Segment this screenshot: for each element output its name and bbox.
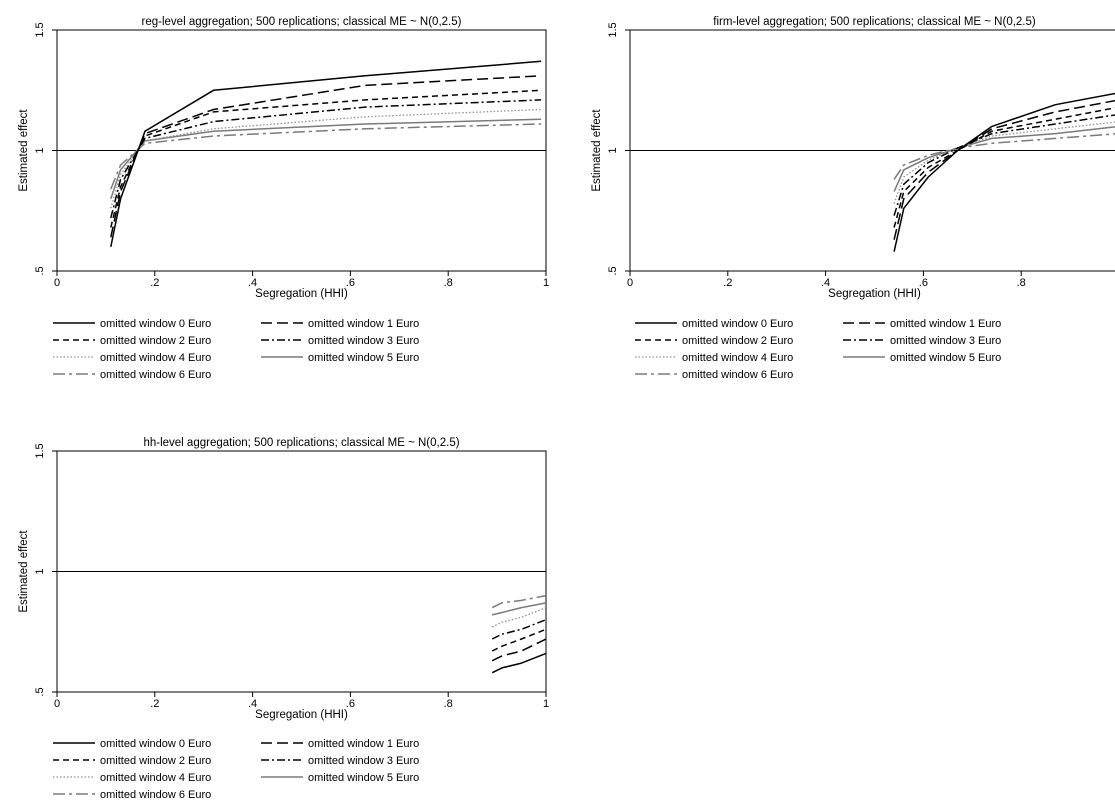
x-tick-label: 1 [543, 277, 549, 289]
series-line-1 [491, 638, 546, 662]
y-tick-label: 1.5 [34, 22, 46, 37]
x-tick-label: 0 [54, 277, 60, 289]
series-lines [491, 594, 546, 674]
legend: omitted window 0 Euro omitted window 1 Eu… [53, 738, 419, 801]
chart-panel-1: firm-level aggregation; 500 replications… [591, 16, 1115, 381]
x-tick-label: .4 [248, 698, 257, 710]
series-line-2 [491, 628, 546, 652]
legend-label-0: omitted window 0 Euro [682, 318, 793, 330]
legend-label-4: omitted window 4 Euro [682, 352, 793, 364]
series-line-5 [492, 602, 546, 616]
legend-label-2: omitted window 2 Euro [100, 335, 211, 347]
series-line-4 [491, 606, 546, 628]
legend-label-6: omitted window 6 Euro [100, 789, 211, 801]
legend-label-1: omitted window 1 Euro [890, 318, 1001, 330]
x-tick-label: .6 [919, 277, 928, 289]
x-tick-label: .8 [444, 698, 453, 710]
x-tick-label: .6 [346, 277, 355, 289]
legend-label-2: omitted window 2 Euro [100, 755, 211, 767]
y-tick-label: .5 [34, 266, 46, 275]
x-tick-label: .2 [150, 698, 159, 710]
legend-label-5: omitted window 5 Euro [308, 352, 419, 364]
chart-panel-0: reg-level aggregation; 500 replications;… [18, 16, 549, 381]
legend-label-5: omitted window 5 Euro [890, 352, 1001, 364]
series-line-1 [893, 99, 1115, 240]
legend-label-3: omitted window 3 Euro [308, 335, 419, 347]
chart-title: hh-level aggregation; 500 replications; … [143, 437, 459, 449]
series-line-6 [110, 123, 542, 190]
y-tick-label: 1.5 [34, 443, 46, 458]
series-line-5 [110, 118, 542, 199]
y-tick-label: 1 [607, 147, 619, 153]
series-lines [893, 92, 1115, 252]
legend-label-3: omitted window 3 Euro [308, 755, 419, 767]
series-line-1 [110, 75, 542, 238]
series-line-4 [893, 121, 1115, 204]
x-tick-label: 0 [627, 277, 633, 289]
y-tick-label: 1.5 [607, 22, 619, 37]
x-tick-label: .4 [821, 277, 830, 289]
series-line-0 [491, 652, 546, 674]
x-tick-label: 0 [54, 698, 60, 710]
y-axis-label: Estimated effect [18, 109, 30, 192]
series-line-6 [491, 594, 546, 609]
x-axis-label: Segregation (HHI) [255, 709, 348, 721]
legend: omitted window 0 Euro omitted window 1 Eu… [53, 318, 419, 381]
legend-label-4: omitted window 4 Euro [100, 772, 211, 784]
legend-label-6: omitted window 6 Euro [100, 369, 211, 381]
legend-label-3: omitted window 3 Euro [890, 335, 1001, 347]
series-line-2 [110, 89, 542, 228]
legend-label-0: omitted window 0 Euro [100, 738, 211, 750]
chart-panel-2: hh-level aggregation; 500 replications; … [18, 437, 549, 801]
x-tick-label: .6 [346, 698, 355, 710]
legend-label-1: omitted window 1 Euro [308, 738, 419, 750]
series-line-3 [893, 114, 1115, 216]
x-tick-label: .4 [248, 277, 257, 289]
chart-title: firm-level aggregation; 500 replications… [713, 16, 1036, 28]
x-tick-label: .8 [444, 277, 453, 289]
legend-label-5: omitted window 5 Euro [308, 772, 419, 784]
legend-label-1: omitted window 1 Euro [308, 318, 419, 330]
y-tick-label: 1 [34, 568, 46, 574]
y-tick-label: .5 [607, 266, 619, 275]
series-line-3 [491, 619, 546, 640]
legend: omitted window 0 Euro omitted window 1 Eu… [635, 318, 1001, 381]
x-tick-label: .2 [150, 277, 159, 289]
x-axis-label: Segregation (HHI) [828, 288, 921, 300]
y-tick-label: .5 [34, 687, 46, 696]
y-axis-label: Estimated effect [18, 530, 30, 613]
x-tick-label: .2 [723, 277, 732, 289]
legend-label-0: omitted window 0 Euro [100, 318, 211, 330]
x-axis-label: Segregation (HHI) [255, 288, 348, 300]
series-line-0 [893, 92, 1115, 252]
legend-label-4: omitted window 4 Euro [100, 352, 211, 364]
chart-title: reg-level aggregation; 500 replications;… [142, 16, 462, 28]
x-tick-label: 1 [543, 698, 549, 710]
series-lines [110, 60, 542, 248]
series-line-6 [893, 133, 1115, 180]
legend-label-2: omitted window 2 Euro [682, 335, 793, 347]
y-axis-label: Estimated effect [591, 109, 603, 192]
series-line-3 [110, 99, 542, 219]
series-line-4 [110, 108, 542, 209]
series-line-0 [110, 60, 542, 248]
y-tick-label: 1 [34, 147, 46, 153]
legend-label-6: omitted window 6 Euro [682, 369, 793, 381]
x-tick-label: .8 [1017, 277, 1026, 289]
series-line-5 [893, 126, 1115, 192]
